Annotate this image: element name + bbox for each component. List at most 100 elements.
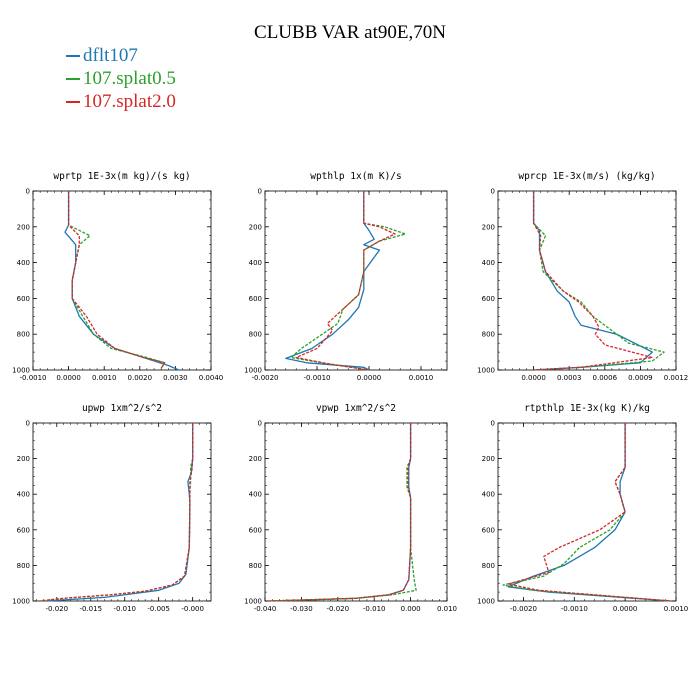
x-tick-label: -0.020	[327, 605, 350, 613]
y-tick-label: 200	[17, 455, 30, 463]
y-tick-label: 800	[249, 562, 262, 570]
legend: dflt107 107.splat0.5 107.splat2.0	[66, 44, 176, 113]
x-tick-label: -0.020	[45, 605, 68, 613]
plot-frame	[32, 422, 212, 602]
y-tick-label: 800	[17, 331, 30, 339]
y-tick-label: 200	[482, 223, 495, 231]
y-tick-label: 1000	[12, 598, 30, 606]
y-tick-label: 0	[258, 188, 262, 196]
legend-item: 107.splat0.5	[66, 67, 176, 90]
y-tick-label: 400	[482, 259, 495, 267]
y-tick-label: 400	[482, 491, 495, 499]
y-tick-label: 800	[17, 562, 30, 570]
panel-title: wpthlp 1x(m K)/s	[310, 171, 402, 182]
x-tick-label: -0.015	[79, 605, 102, 613]
y-tick-label: 0	[491, 188, 495, 196]
y-tick-label: 600	[249, 295, 262, 303]
y-tick-label: 400	[17, 491, 30, 499]
series-line	[46, 423, 194, 602]
series-line	[285, 191, 381, 371]
y-tick-label: 600	[17, 526, 30, 534]
series-line	[507, 423, 671, 602]
plot-frame	[497, 190, 677, 371]
series-line	[295, 191, 396, 371]
x-tick-label: 0.0040	[199, 374, 224, 382]
series-line	[532, 191, 653, 371]
series-line	[502, 423, 671, 602]
y-tick-label: 400	[17, 259, 30, 267]
plot-frame	[264, 190, 448, 371]
y-tick-label: 800	[482, 562, 495, 570]
x-tick-label: -0.0020	[251, 374, 278, 382]
x-tick-label: -0.0010	[561, 605, 588, 613]
y-tick-label: 0	[26, 188, 30, 196]
panel-title: wprtp 1E-3x(m kg)/(s kg)	[53, 171, 190, 182]
x-tick-label: 0.0020	[128, 374, 153, 382]
x-tick-label: 0.0012	[664, 374, 689, 382]
panel-title: upwp 1xm^2/s^2	[82, 403, 162, 414]
plot-frame	[497, 422, 677, 602]
legend-label: 107.splat0.5	[83, 68, 176, 89]
series-line	[64, 191, 180, 371]
x-tick-label: -0.030	[290, 605, 313, 613]
chart-panel: -0.020 -0.015 -0.010 -0.005 -0.000 0 200 400 600…	[12, 403, 212, 613]
series-line	[39, 423, 194, 602]
y-tick-label: 1000	[244, 598, 262, 606]
x-tick-label: 0.0000	[613, 605, 638, 613]
chart-panel: -0.040 -0.030 -0.020 -0.010 0.000 0.010 0 200 40…	[244, 403, 457, 613]
x-tick-label: -0.0010	[19, 374, 46, 382]
series-line	[290, 191, 407, 371]
x-tick-label: 0.0003	[557, 374, 582, 382]
x-tick-label: 0.0000	[56, 374, 81, 382]
panel-title: wprcp 1E-3x(m/s) (kg/kg)	[518, 171, 655, 182]
chart-panel: -0.0020 -0.0010 0.0000 0.0010 0 200 400 600 800 1…	[477, 403, 688, 613]
legend-item: 107.splat2.0	[66, 90, 176, 113]
y-tick-label: 200	[249, 455, 262, 463]
x-tick-label: 0.010	[437, 605, 457, 613]
y-tick-label: 800	[249, 331, 262, 339]
x-tick-label: 0.0010	[664, 605, 689, 613]
legend-swatch	[66, 100, 80, 103]
plot-frame	[264, 422, 448, 602]
series-line	[532, 191, 665, 371]
x-tick-label: 0.000	[401, 605, 421, 613]
chart-panel: -0.0020 -0.0010 0.0000 0.0010 0 200 400 600 800 1…	[244, 171, 448, 382]
x-tick-label: -0.010	[113, 605, 136, 613]
legend-label: 107.splat2.0	[83, 91, 176, 112]
y-tick-label: 400	[249, 259, 262, 267]
plot-frame	[32, 190, 212, 371]
y-tick-label: 600	[482, 526, 495, 534]
series-line	[39, 423, 194, 602]
x-tick-label: 0.0010	[92, 374, 117, 382]
y-tick-label: 200	[249, 223, 262, 231]
series-line	[268, 423, 417, 602]
y-tick-label: 600	[482, 295, 495, 303]
x-tick-label: 0.0006	[593, 374, 618, 382]
figure-title: CLUBB VAR at90E,70N	[254, 22, 446, 43]
series-line	[67, 191, 166, 369]
chart-panel: 0.0000 0.0003 0.0006 0.0009 0.0012 0 200 400 600…	[477, 171, 688, 382]
chart-panel: -0.0010 0.0000 0.0010 0.0020 0.0030 0.0040 0 20…	[12, 171, 223, 382]
x-tick-label: -0.040	[254, 605, 277, 613]
x-tick-label: -0.000	[181, 605, 204, 613]
y-tick-label: 1000	[12, 367, 30, 375]
legend-swatch	[66, 54, 80, 57]
y-tick-label: 0	[26, 420, 30, 428]
y-tick-label: 200	[17, 223, 30, 231]
x-tick-label: -0.005	[147, 605, 170, 613]
series-line	[272, 423, 412, 602]
y-tick-label: 200	[482, 455, 495, 463]
x-tick-label: -0.0010	[303, 374, 330, 382]
y-tick-label: 1000	[244, 367, 262, 375]
x-tick-label: -0.0020	[510, 605, 537, 613]
y-tick-label: 1000	[477, 598, 495, 606]
legend-item: dflt107	[66, 44, 176, 67]
series-line	[507, 423, 671, 602]
y-tick-label: 0	[258, 420, 262, 428]
panel-title: rtpthlp 1E-3x(kg K)/kg	[524, 403, 650, 414]
y-tick-label: 1000	[477, 367, 495, 375]
y-tick-label: 400	[249, 491, 262, 499]
panel-title: vpwp 1xm^2/s^2	[316, 403, 396, 414]
legend-swatch	[66, 77, 80, 80]
